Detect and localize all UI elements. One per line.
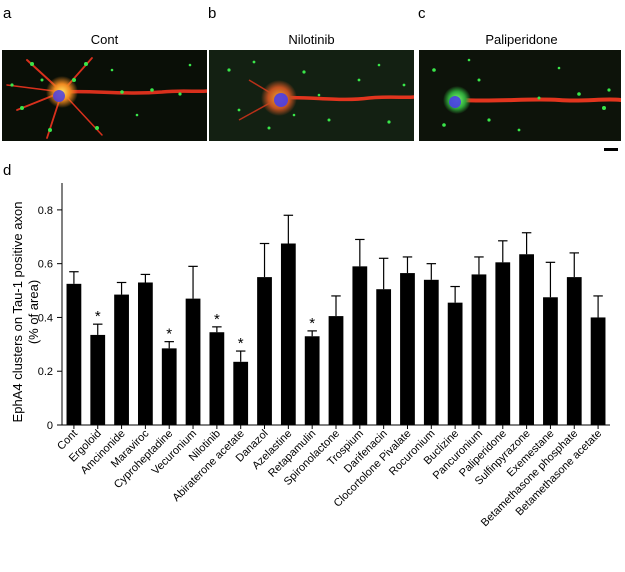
panel-title-paliperidone: Paliperidone — [485, 32, 558, 47]
micrograph-cont — [2, 50, 207, 141]
y-tick-label: 0.4 — [38, 312, 53, 324]
significance-marker: * — [95, 308, 101, 325]
bar — [447, 302, 463, 425]
bar — [376, 289, 392, 425]
bar — [495, 262, 511, 425]
micrograph-paliperidone — [419, 50, 621, 141]
bar — [209, 332, 225, 425]
panel-title-nilotinib: Nilotinib — [288, 32, 335, 47]
micrograph-nilotinib — [209, 50, 414, 141]
bar — [519, 254, 534, 425]
panel-letter-c: c — [418, 5, 426, 22]
panel-letter-d: d — [3, 162, 12, 179]
bar — [280, 243, 296, 425]
panel-letter-b: b — [208, 5, 217, 22]
bar — [543, 297, 558, 425]
bar — [590, 317, 606, 425]
significance-marker: * — [214, 311, 220, 328]
bar — [257, 277, 272, 425]
bar — [400, 273, 415, 425]
bar — [114, 294, 129, 425]
bar — [304, 336, 320, 425]
panel-letter-a: a — [3, 5, 12, 22]
bar — [66, 283, 82, 425]
bar — [423, 279, 439, 425]
bar — [185, 298, 201, 425]
significance-marker: * — [166, 326, 172, 343]
panel-title-cont: Cont — [90, 32, 119, 47]
bar — [161, 348, 177, 425]
y-tick-label: 0.2 — [38, 366, 53, 378]
scale-bar — [604, 148, 618, 151]
bar — [566, 277, 582, 425]
y-axis-label-line1: EphA4 clusters on Tau-1 positive axon — [10, 202, 25, 423]
significance-marker: * — [238, 335, 244, 352]
bar — [233, 361, 249, 425]
bar — [471, 274, 487, 425]
y-tick-label: 0.6 — [38, 259, 53, 271]
y-tick-label: 0.8 — [38, 205, 53, 217]
bar — [352, 266, 368, 425]
y-axis-label-line2: (% of area) — [26, 280, 41, 344]
y-tick-label: 0 — [47, 420, 53, 432]
bar-chart: EphA4 clusters on Tau-1 positive axon (%… — [10, 183, 610, 529]
bar — [328, 316, 344, 425]
bar — [90, 334, 106, 425]
bar — [138, 282, 153, 425]
significance-marker: * — [309, 315, 315, 332]
